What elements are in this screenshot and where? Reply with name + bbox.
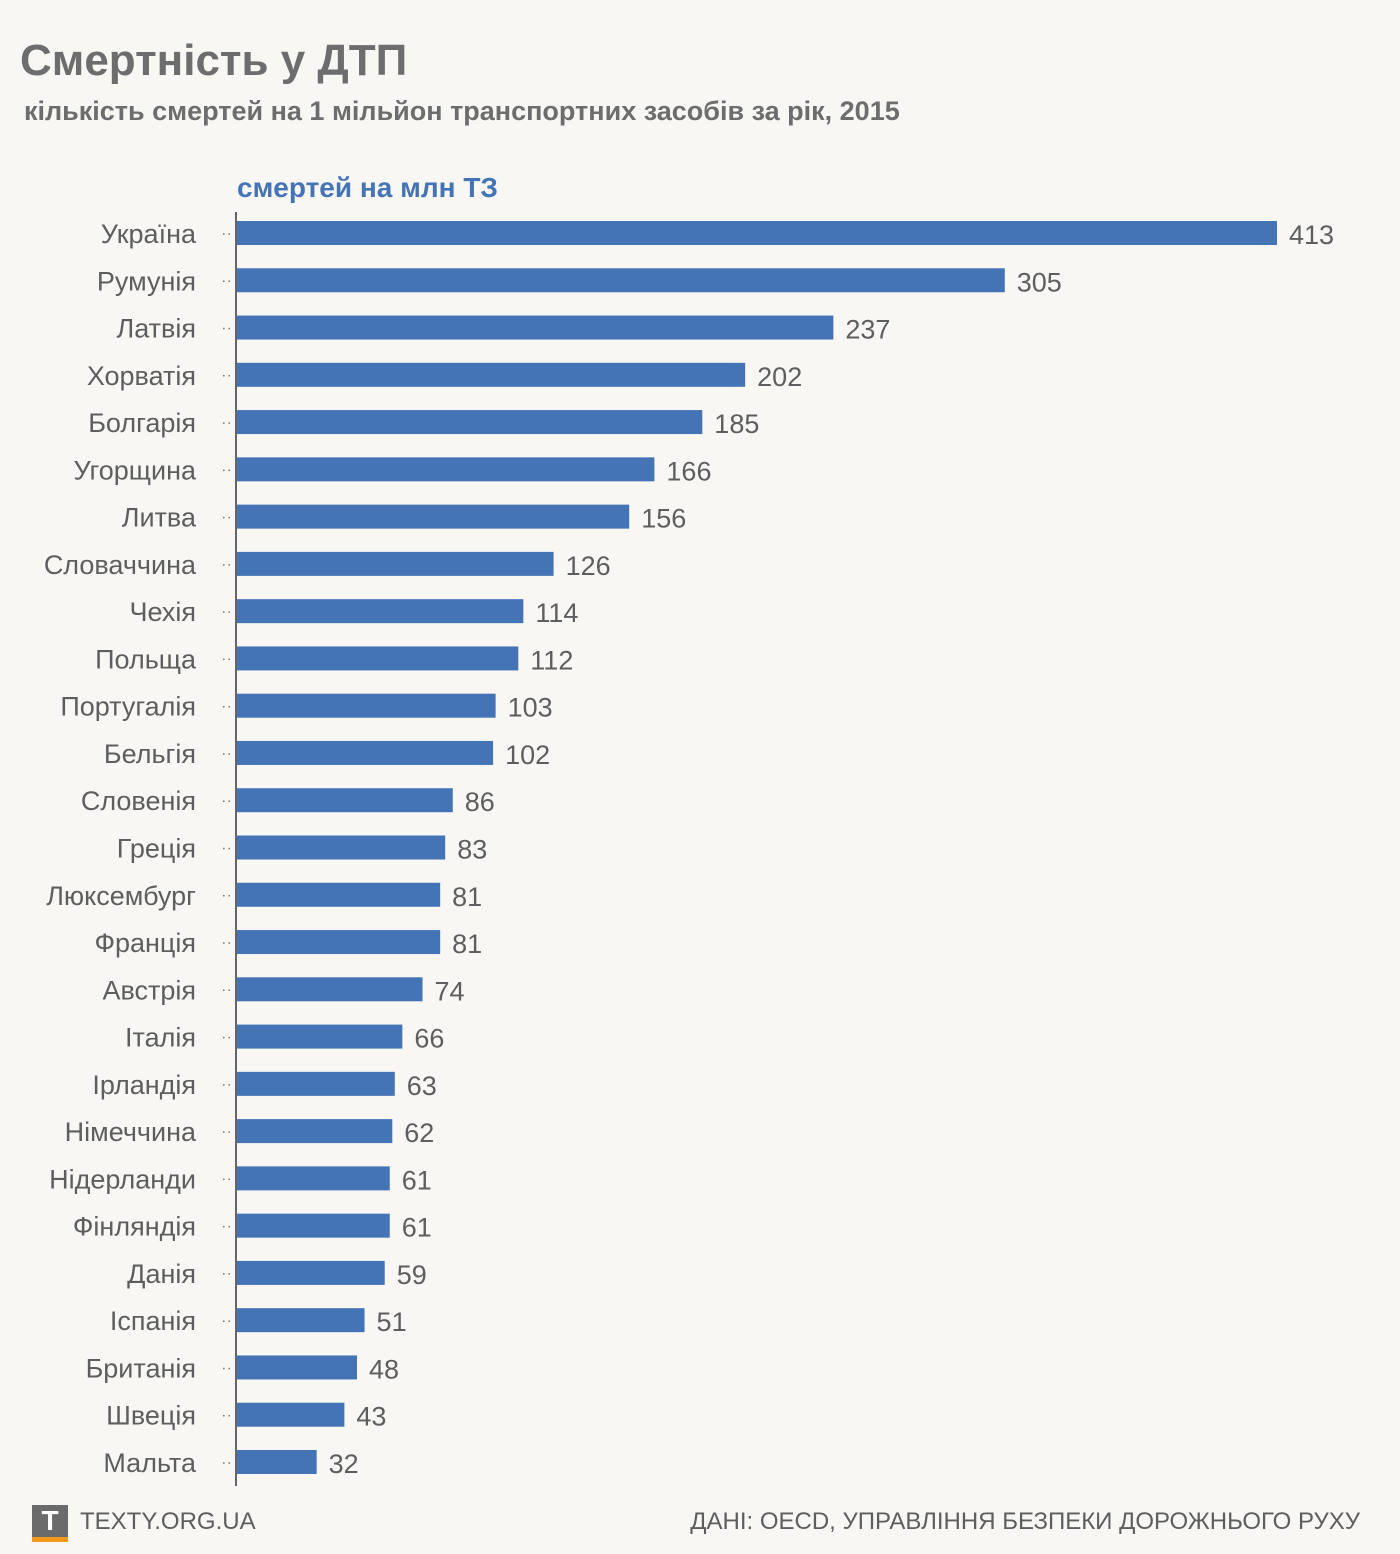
bar — [236, 835, 446, 860]
data-label: 83 — [457, 835, 487, 865]
category-label: Нідерланди — [49, 1164, 196, 1194]
category-label: Мальта — [103, 1448, 197, 1478]
data-label: 126 — [566, 551, 611, 581]
bar — [236, 410, 703, 435]
bar — [236, 1071, 395, 1096]
data-label: 156 — [641, 504, 686, 534]
category-label: Італія — [125, 1023, 196, 1053]
bar — [236, 1308, 365, 1333]
bar — [236, 221, 1277, 245]
bar — [236, 930, 441, 955]
category-label: Україна — [101, 219, 197, 249]
bar — [236, 977, 423, 1002]
data-label: 237 — [845, 315, 890, 345]
category-label: Австрія — [102, 975, 196, 1005]
bar — [236, 1166, 390, 1191]
data-source: ДАНІ: OECD, УПРАВЛІННЯ БЕЗПЕКИ ДОРОЖНЬОГ… — [690, 1508, 1360, 1535]
bar — [236, 740, 494, 765]
category-label: Британія — [86, 1353, 196, 1383]
bar — [236, 1355, 357, 1380]
bar — [236, 788, 453, 813]
data-label: 43 — [356, 1402, 386, 1432]
bar — [236, 268, 1005, 293]
category-label: Ірландія — [92, 1070, 196, 1100]
category-label: Латвія — [117, 314, 196, 344]
category-label: Литва — [122, 503, 197, 533]
category-label: Бельгія — [104, 739, 196, 769]
category-label: Польща — [95, 644, 197, 674]
bar — [236, 1402, 345, 1427]
chart-title: Смертність у ДТП — [20, 36, 408, 85]
data-label: 86 — [465, 787, 495, 817]
category-label: Іспанія — [110, 1306, 196, 1336]
category-label: Угорщина — [74, 455, 197, 485]
bar — [236, 315, 834, 340]
category-label: Данія — [127, 1259, 196, 1289]
bar — [236, 362, 746, 387]
data-label: 66 — [414, 1024, 444, 1054]
series-label: смертей на млн ТЗ — [237, 172, 498, 203]
data-label: 81 — [452, 929, 482, 959]
category-label: Швеція — [106, 1401, 196, 1431]
category-label: Словенія — [81, 786, 196, 816]
data-label: 103 — [508, 693, 553, 723]
data-label: 59 — [397, 1260, 427, 1290]
data-label: 102 — [505, 740, 550, 770]
category-label: Фінляндія — [73, 1212, 196, 1242]
data-label: 166 — [666, 456, 711, 486]
data-label: 185 — [714, 409, 759, 439]
data-label: 32 — [329, 1449, 359, 1479]
bar — [236, 599, 524, 624]
bar — [236, 693, 496, 718]
category-label: Хорватія — [87, 361, 196, 391]
data-label: 61 — [402, 1213, 432, 1243]
data-label: 51 — [377, 1307, 407, 1337]
data-label: 62 — [404, 1118, 434, 1148]
data-label: 112 — [530, 645, 573, 675]
texty-logo: T — [32, 1505, 68, 1542]
site-name: TEXTY.ORG.UA — [80, 1508, 256, 1535]
bar — [236, 551, 554, 576]
category-label: Люксембург — [46, 881, 196, 911]
bar — [236, 1119, 393, 1144]
bar — [236, 1260, 385, 1285]
chart-subtitle: кількість смертей на 1 мільйон транспорт… — [24, 96, 900, 126]
bar — [236, 882, 441, 907]
bar — [236, 1450, 317, 1474]
data-label: 114 — [535, 598, 578, 628]
bar — [236, 457, 655, 482]
data-label: 48 — [369, 1354, 399, 1384]
data-label: 202 — [757, 362, 802, 392]
category-label: Румунія — [97, 266, 196, 296]
bar — [236, 646, 519, 671]
category-label: Греція — [117, 834, 196, 864]
category-label: Франція — [94, 928, 196, 958]
category-label: Португалія — [60, 692, 196, 722]
category-label: Болгарія — [88, 408, 196, 438]
category-label: Чехія — [129, 597, 196, 627]
bar — [236, 504, 630, 529]
data-label: 81 — [452, 882, 482, 912]
data-label: 74 — [435, 976, 465, 1006]
data-label: 305 — [1017, 267, 1062, 297]
bar — [236, 1024, 403, 1049]
category-label: Німеччина — [65, 1117, 197, 1147]
category-label: Словаччина — [44, 550, 197, 580]
bar — [236, 1213, 390, 1238]
data-label: 61 — [402, 1165, 432, 1195]
data-label: 413 — [1289, 220, 1334, 250]
data-label: 63 — [407, 1071, 437, 1101]
